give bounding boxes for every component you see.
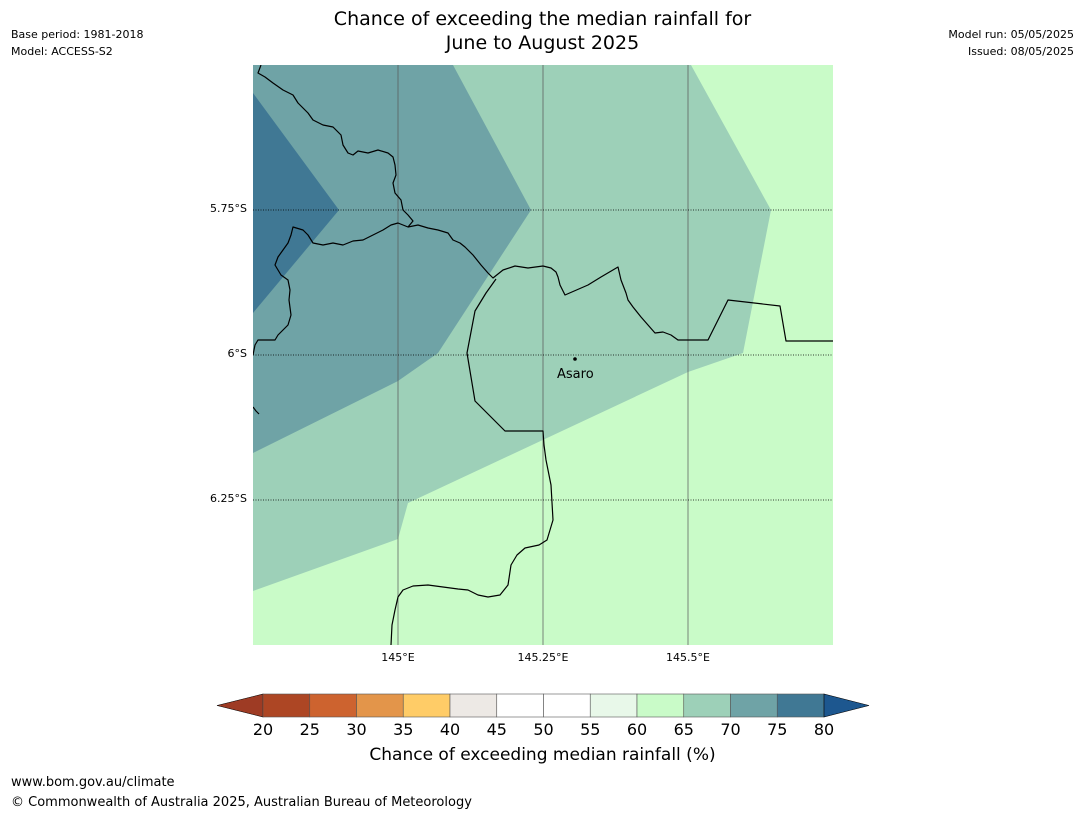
header-right: Model run: 05/05/2025 Issued: 08/05/2025	[948, 26, 1074, 60]
boundary-central	[407, 224, 833, 342]
boundary-south	[390, 278, 554, 645]
colorbar-swatch	[636, 693, 685, 718]
colorbar-swatch	[730, 693, 778, 718]
header-left: Base period: 1981-2018 Model: ACCESS-S2	[11, 26, 143, 60]
zone-75-80	[253, 93, 339, 313]
colorbar-tick-label: 35	[393, 720, 414, 739]
issued-text: Issued: 08/05/2025	[967, 45, 1074, 58]
colorbar-tick-label: 60	[626, 720, 648, 739]
colorbar-tick-label: 50	[533, 720, 554, 739]
title-line-2: June to August 2025	[445, 32, 640, 54]
colorbar-swatch	[262, 693, 311, 718]
colorbar-label: Chance of exceeding median rainfall (%)	[369, 745, 716, 765]
asaro-label: Asaro	[557, 367, 594, 382]
colorbar-swatch	[309, 693, 357, 718]
model-run-text: Model run: 05/05/2025	[948, 28, 1074, 41]
lat-label-6-25: 6.25°S	[210, 492, 247, 505]
lon-label-145-25: 145.25°E	[517, 651, 569, 664]
forecast-map: Asaro	[253, 65, 833, 645]
colorbar-swatch	[402, 693, 451, 718]
colorbar-tick-label: 45	[486, 720, 507, 739]
base-period-text: Base period: 1981-2018	[11, 28, 144, 41]
colorbar-swatches	[216, 693, 870, 718]
colorbar-tick-label: 20	[252, 720, 274, 739]
colorbar-swatch	[776, 693, 825, 718]
parallel-lines	[253, 209, 833, 501]
footer-copyright: © Commonwealth of Australia 2025, Austra…	[11, 795, 472, 810]
colorbar-swatch	[496, 693, 544, 718]
colorbar-swatch	[356, 693, 404, 718]
colorbar-swatch	[683, 693, 731, 718]
boundary-fragment-west	[253, 406, 260, 415]
lon-label-145: 145°E	[381, 651, 415, 664]
colorbar-tick-label: 65	[673, 720, 694, 739]
asaro-marker	[573, 357, 577, 361]
colorbar-swatch	[589, 693, 638, 718]
zone-70-75	[253, 65, 531, 453]
title-line-1: Chance of exceeding the median rainfall …	[333, 8, 752, 30]
colorbar-tick-label: 40	[439, 720, 461, 739]
lat-label-6: 6°S	[227, 347, 247, 360]
colorbar-tick-label: 30	[346, 720, 367, 739]
footer-url: www.bom.gov.au/climate	[11, 775, 175, 790]
colorbar-under-arrow	[216, 693, 264, 718]
province-boundaries	[253, 65, 833, 645]
colorbar-tick-label: 70	[720, 720, 741, 739]
lon-label-145-5: 145.5°E	[666, 651, 710, 664]
lat-label-5-75: 5.75°S	[210, 202, 247, 215]
colorbar-swatch	[543, 693, 591, 718]
map-title: Chance of exceeding the median rainfall …	[0, 7, 1085, 55]
boundary-north	[253, 65, 414, 356]
model-text: Model: ACCESS-S2	[11, 45, 113, 58]
colorbar-tick-label: 25	[299, 720, 320, 739]
colorbar-over-arrow	[823, 693, 870, 718]
colorbar-swatch	[449, 693, 498, 718]
colorbar-tick-label: 75	[767, 720, 788, 739]
colorbar-tick-label: 80	[813, 720, 835, 739]
colorbar-tick-label: 55	[580, 720, 601, 739]
